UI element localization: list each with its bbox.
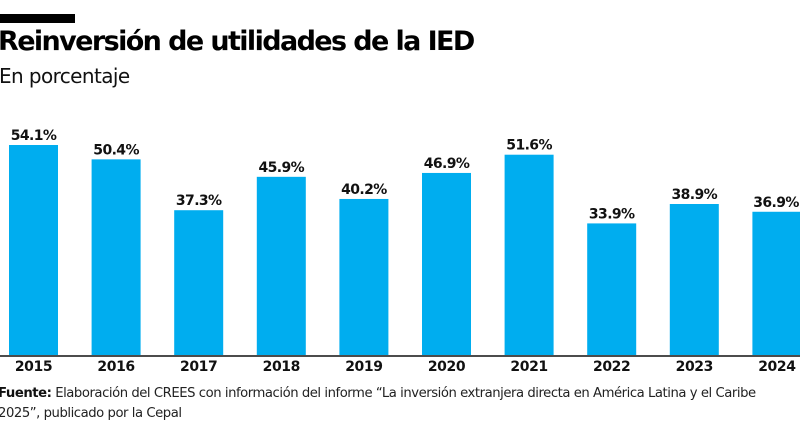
bar-2022 bbox=[587, 223, 637, 355]
x-tick-2019: 2019 bbox=[345, 359, 382, 375]
value-label-2023: 38.9% bbox=[672, 187, 718, 203]
x-tick-labels: 2015 2016 2017 2018 2019 2020 2021 2022 2023 2024 bbox=[15, 359, 797, 375]
bar-2018 bbox=[256, 176, 306, 355]
bar-2023 bbox=[669, 204, 719, 355]
x-tick-2016: 2016 bbox=[97, 359, 134, 375]
x-tick-2024: 2024 bbox=[758, 359, 796, 375]
value-label-2018: 45.9% bbox=[259, 160, 305, 176]
value-label-2024: 36.9% bbox=[753, 195, 799, 211]
chart-title: Reinversión de utilidades de la IED bbox=[0, 26, 475, 57]
bar-2021 bbox=[504, 154, 554, 355]
bar-2015 bbox=[9, 145, 58, 355]
bars-group: 54.1% 50.4% 37.3% 45.9% 40.2% 46.9% 51.6% 33.9%… bbox=[9, 128, 800, 355]
bar-2016 bbox=[91, 159, 141, 355]
value-label-2022: 33.9% bbox=[589, 206, 635, 222]
value-label-2016: 50.4% bbox=[93, 142, 139, 158]
x-tick-2021: 2021 bbox=[510, 359, 547, 375]
x-tick-2022: 2022 bbox=[593, 359, 630, 375]
bar-2017 bbox=[174, 210, 224, 355]
chart-subtitle: En porcentaje bbox=[0, 64, 130, 88]
x-tick-2023: 2023 bbox=[676, 359, 713, 375]
value-label-2015: 54.1% bbox=[11, 128, 57, 144]
header-accent-bar bbox=[0, 14, 75, 23]
source-text: Elaboración del CREES con información de… bbox=[0, 386, 756, 421]
x-tick-2015: 2015 bbox=[15, 359, 52, 375]
bar-2019 bbox=[339, 198, 389, 355]
value-label-2021: 51.6% bbox=[506, 138, 552, 154]
x-tick-2018: 2018 bbox=[263, 359, 300, 375]
value-label-2020: 46.9% bbox=[424, 156, 470, 172]
source-note: Fuente: Elaboración del CREES con inform… bbox=[0, 384, 798, 424]
bar-2024 bbox=[752, 211, 800, 355]
bar-2020 bbox=[422, 172, 471, 355]
x-tick-2020: 2020 bbox=[428, 359, 466, 375]
source-label: Fuente: bbox=[0, 386, 52, 401]
x-tick-2017: 2017 bbox=[180, 359, 217, 375]
value-label-2019: 40.2% bbox=[341, 182, 387, 198]
value-label-2017: 37.3% bbox=[176, 193, 222, 209]
